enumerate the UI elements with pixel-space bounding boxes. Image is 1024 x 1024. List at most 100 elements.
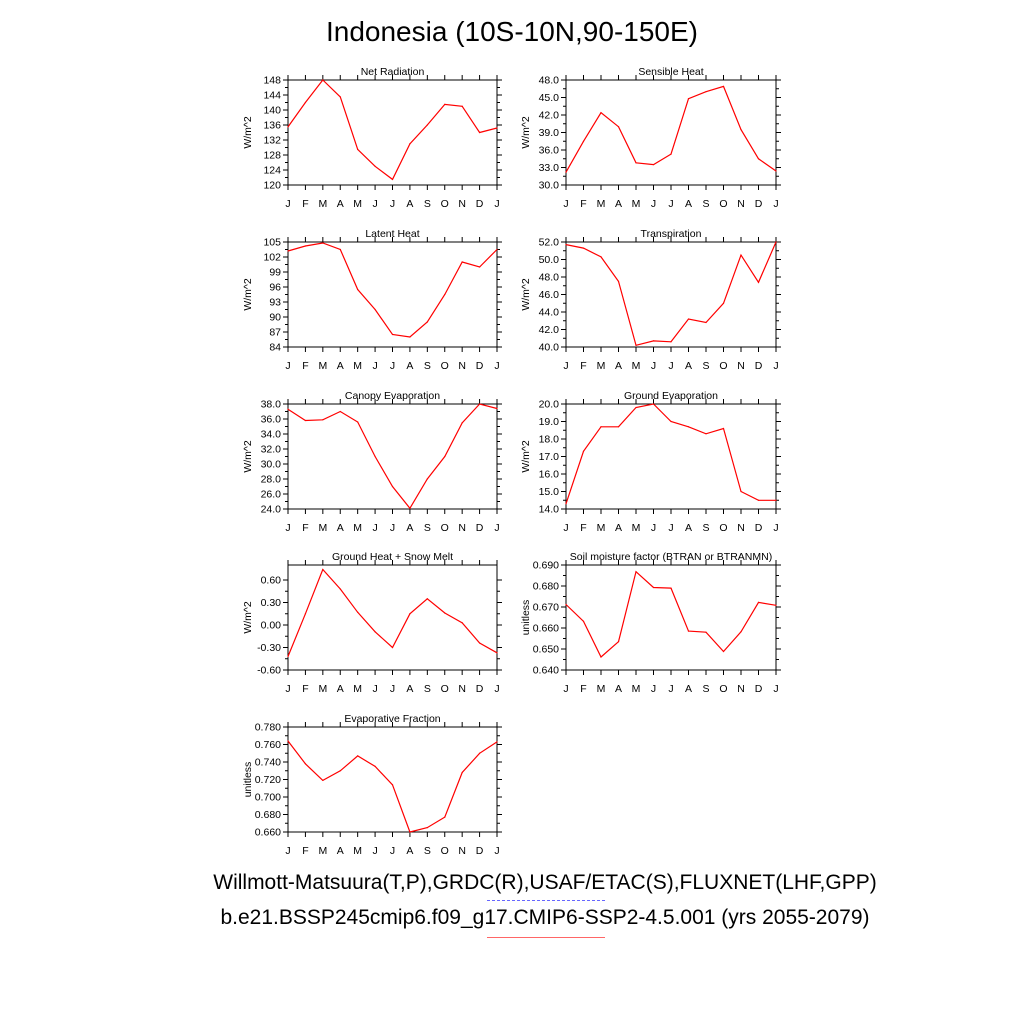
data-point — [374, 455, 376, 458]
y-tick-label: 42.0 — [539, 110, 560, 122]
data-point — [304, 245, 307, 247]
data-point — [287, 740, 289, 742]
y-axis-label: W/m^2 — [242, 278, 254, 311]
data-point — [444, 816, 446, 818]
y-tick-label: 38.0 — [261, 399, 282, 411]
y-tick-label: 17.0 — [539, 451, 560, 463]
y-tick-label: 46.0 — [539, 289, 560, 301]
data-point — [757, 158, 760, 160]
y-tick-label: 48.0 — [539, 272, 560, 284]
x-tick-label: N — [737, 522, 745, 534]
y-tick-label: 42.0 — [539, 324, 560, 336]
x-tick-label: M — [597, 198, 606, 210]
x-tick-label: S — [424, 360, 431, 372]
data-point — [426, 827, 428, 829]
data-point — [635, 162, 637, 164]
x-tick-label: O — [719, 522, 727, 534]
y-tick-label: 144 — [263, 90, 281, 102]
chart-title: Canopy Evaporation — [345, 390, 440, 402]
data-point — [687, 318, 690, 320]
x-tick-label: A — [685, 198, 692, 210]
y-tick-label: 0.780 — [255, 722, 281, 734]
x-tick-label: M — [318, 845, 327, 857]
data-point — [426, 478, 428, 480]
y-tick-label: 0.740 — [255, 757, 281, 769]
x-tick-label: J — [372, 683, 377, 695]
x-tick-label: J — [372, 360, 377, 372]
data-point — [444, 455, 446, 458]
x-tick-label: J — [773, 522, 778, 534]
chart-panel-2: Sensible Heat W/m^2 30.0 33.0 36.0 39.0 42.0 45… — [520, 66, 781, 210]
data-point — [652, 586, 655, 589]
x-tick-label: O — [441, 360, 449, 372]
x-tick-label: S — [702, 522, 709, 534]
data-point — [478, 752, 481, 754]
data-point — [670, 153, 672, 155]
y-tick-label: 0.700 — [255, 792, 281, 804]
data-point — [635, 344, 637, 346]
data-point — [374, 765, 376, 767]
x-tick-label: J — [563, 522, 568, 534]
y-tick-label: 0.720 — [255, 774, 281, 786]
x-tick-label: A — [337, 683, 344, 695]
x-tick-label: J — [372, 522, 377, 534]
x-tick-label: A — [685, 360, 692, 372]
x-tick-label: J — [285, 845, 290, 857]
x-tick-label: A — [406, 360, 413, 372]
data-point — [757, 499, 760, 501]
y-tick-label: 124 — [263, 165, 281, 177]
x-tick-label: F — [580, 522, 586, 534]
y-axis-label: W/m^2 — [520, 440, 532, 473]
y-tick-label: 24.0 — [261, 504, 282, 516]
y-tick-label: 45.0 — [539, 92, 560, 104]
x-tick-label: M — [318, 683, 327, 695]
x-tick-label: J — [372, 845, 377, 857]
y-tick-label: 14.0 — [539, 504, 560, 516]
y-tick-label: 50.0 — [539, 254, 560, 266]
data-point — [461, 422, 463, 424]
x-tick-label: F — [302, 522, 308, 534]
x-tick-label: N — [458, 845, 466, 857]
chart-title: Ground Heat + Snow Melt — [332, 551, 453, 563]
data-point — [705, 321, 707, 324]
x-tick-label: M — [318, 522, 327, 534]
data-point — [600, 426, 602, 428]
observations-legend-dash — [487, 900, 605, 901]
chart-panel-5: Canopy Evaporation W/m^2 24.0 26.0 28.0 30.0 3… — [242, 390, 502, 534]
x-tick-label: O — [719, 360, 727, 372]
data-point — [444, 612, 446, 614]
x-tick-label: F — [302, 360, 308, 372]
data-point — [565, 171, 567, 173]
x-tick-label: J — [563, 683, 568, 695]
x-tick-label: M — [597, 522, 606, 534]
y-tick-label: 0.670 — [533, 602, 559, 614]
data-point — [287, 408, 289, 410]
data-point — [775, 604, 777, 606]
chart-title: Soil moisture factor (BTRAN or BTRANMN) — [570, 551, 772, 563]
x-tick-label: A — [337, 845, 344, 857]
y-tick-label: 0.660 — [255, 827, 281, 839]
data-point — [461, 771, 463, 774]
x-tick-label: N — [458, 360, 466, 372]
plot-frame — [565, 564, 777, 671]
x-tick-label: J — [651, 360, 656, 372]
y-axis-label: W/m^2 — [242, 440, 254, 473]
data-point — [287, 126, 289, 128]
chart-panel-7: Ground Heat + Snow Melt W/m^2 -0.60 -0.30 0.… — [242, 551, 502, 695]
data-point — [496, 127, 498, 129]
x-tick-label: D — [476, 683, 484, 695]
x-tick-label: O — [441, 522, 449, 534]
y-tick-label: 39.0 — [539, 127, 560, 139]
data-point — [426, 124, 428, 126]
series-line — [565, 85, 777, 173]
y-tick-label: 30.0 — [539, 180, 560, 192]
x-tick-label: J — [494, 198, 499, 210]
chart-panel-1: Net Radiation W/m^2 120 124 128 132 136 140 144 1… — [242, 66, 502, 210]
x-tick-label: A — [615, 198, 622, 210]
data-point — [687, 426, 690, 428]
y-axis-label: W/m^2 — [520, 116, 532, 149]
y-tick-label: 0.00 — [261, 620, 282, 632]
data-point — [687, 98, 690, 100]
data-point — [740, 631, 742, 633]
